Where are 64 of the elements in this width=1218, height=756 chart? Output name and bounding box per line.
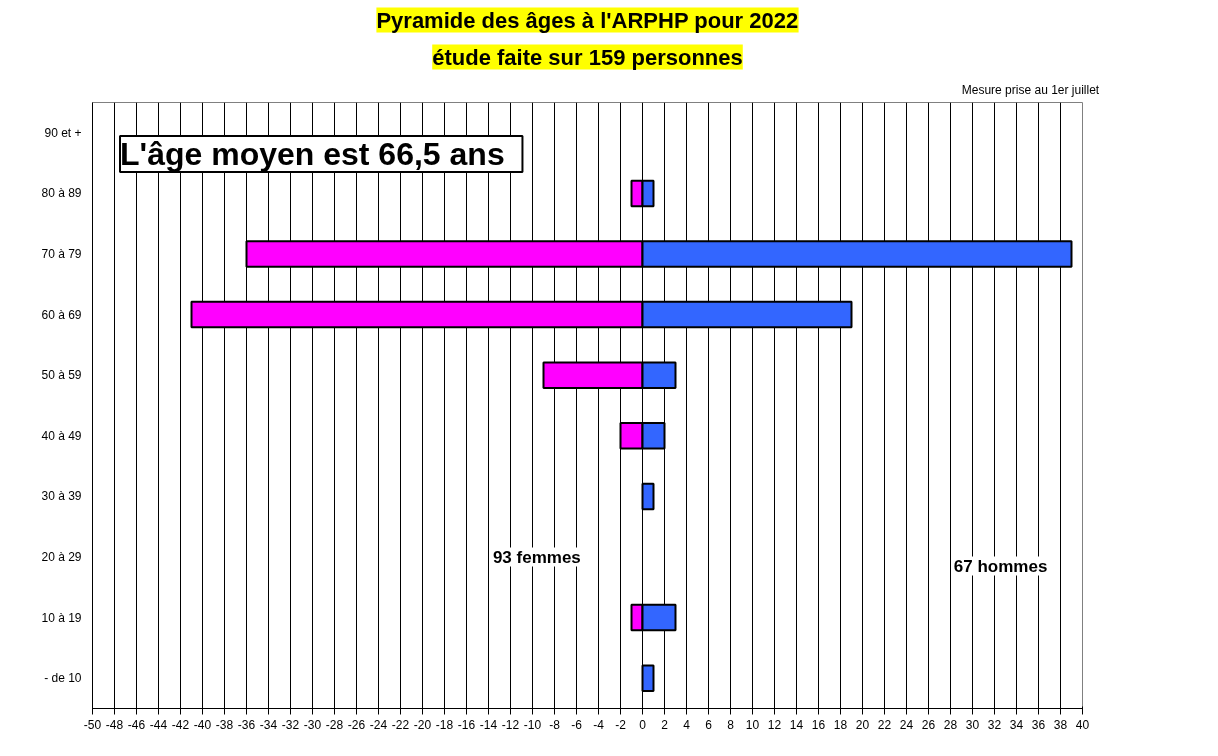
y-tick-label: - de 10 bbox=[44, 671, 82, 686]
x-tick-label: -46 bbox=[127, 717, 146, 732]
x-tick-label: -8 bbox=[549, 717, 561, 732]
x-tick-label: 34 bbox=[1009, 717, 1024, 732]
text: Mesure prise au 1er juillet bbox=[961, 82, 1100, 97]
x-tick-label: 36 bbox=[1031, 717, 1046, 732]
y-tick-label: 80 à 89 bbox=[41, 186, 82, 201]
x-tick-label: 2 bbox=[661, 717, 669, 732]
x-tick-label: -40 bbox=[193, 717, 212, 732]
x-tick-label: -18 bbox=[435, 717, 454, 732]
x-tick-label: 10 bbox=[745, 717, 760, 732]
x-tick-label: -26 bbox=[347, 717, 366, 732]
y-tick-label: 10 à 19 bbox=[41, 610, 82, 625]
x-tick-label: -32 bbox=[281, 717, 300, 732]
annotation: L'âge moyen est 66,5 ans bbox=[120, 136, 505, 173]
x-tick-label: -4 bbox=[593, 717, 605, 732]
x-tick-label: 12 bbox=[767, 717, 782, 732]
x-tick-label: 4 bbox=[683, 717, 691, 732]
x-tick-label: -34 bbox=[259, 717, 278, 732]
x-tick-label: 26 bbox=[921, 717, 936, 732]
y-tick-label: 70 à 79 bbox=[41, 247, 82, 261]
x-tick-label: 0 bbox=[639, 717, 647, 732]
x-tick-label: -14 bbox=[479, 717, 498, 732]
annotation: 67 hommes bbox=[953, 556, 1048, 576]
x-tick-label: 30 bbox=[965, 717, 980, 732]
x-tick-label: 40 bbox=[1075, 717, 1090, 732]
x-tick-label: 6 bbox=[705, 717, 713, 732]
x-tick-label: -38 bbox=[215, 717, 234, 732]
x-tick-label: -22 bbox=[391, 717, 410, 732]
x-tick-label: 24 bbox=[899, 717, 914, 732]
x-tick-label: -50 bbox=[83, 717, 102, 732]
x-tick-label: -16 bbox=[457, 717, 476, 732]
x-tick-label: 8 bbox=[727, 717, 735, 732]
bar bbox=[641, 482, 655, 511]
x-tick-label: -48 bbox=[105, 717, 124, 732]
x-tick-label: 16 bbox=[811, 717, 826, 732]
x-tick-label: -12 bbox=[501, 717, 520, 732]
y-tick-label: 40 à 49 bbox=[41, 428, 82, 443]
x-tick-label: 38 bbox=[1053, 717, 1068, 732]
x-tick-label: -44 bbox=[149, 717, 168, 732]
x-tick-label: -36 bbox=[237, 717, 256, 732]
x-tick-label: 14 bbox=[789, 717, 804, 732]
y-tick-label: 90 et + bbox=[44, 125, 82, 140]
bar bbox=[641, 664, 655, 692]
y-tick-label: 30 à 39 bbox=[41, 489, 82, 504]
chart-subtitle: étude faite sur 159 personnes bbox=[432, 44, 743, 70]
y-tick-label: 20 à 29 bbox=[41, 550, 82, 564]
x-tick-label: -20 bbox=[413, 717, 432, 732]
chart-title: Pyramide des âges à l'ARPHP pour 2022 bbox=[376, 7, 799, 33]
x-tick-label: -10 bbox=[523, 717, 542, 732]
x-tick-label: -28 bbox=[325, 717, 344, 732]
x-tick-label: -42 bbox=[171, 717, 190, 732]
y-tick-label: 50 à 59 bbox=[41, 368, 82, 383]
x-tick-label: 22 bbox=[877, 717, 892, 732]
x-tick-label: 28 bbox=[943, 717, 958, 732]
x-tick-label: 20 bbox=[855, 717, 870, 732]
x-tick-label: 32 bbox=[987, 717, 1002, 732]
x-tick-label: -6 bbox=[571, 717, 583, 732]
x-tick-label: -24 bbox=[369, 717, 388, 732]
annotation: 93 femmes bbox=[492, 547, 581, 567]
x-tick-label: -30 bbox=[303, 717, 322, 732]
y-tick-label: 60 à 69 bbox=[41, 307, 82, 322]
x-tick-label: -2 bbox=[615, 717, 627, 732]
x-tick-label: 18 bbox=[833, 717, 848, 732]
